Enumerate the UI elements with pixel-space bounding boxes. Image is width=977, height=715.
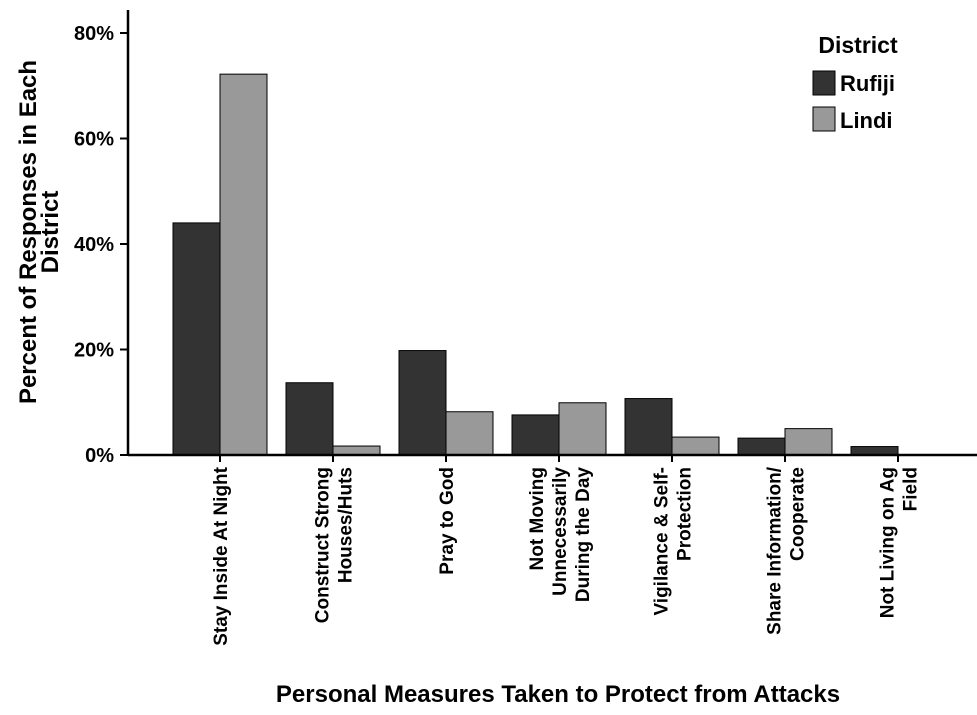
axes: [126, 10, 977, 457]
bars: [172, 73, 899, 456]
legend-label-rufiji: Rufiji: [840, 71, 895, 96]
x-category-label: Stay Inside At Night: [211, 466, 232, 645]
y-tick-label: 60%: [74, 129, 114, 151]
bar-rufiji-1: [285, 382, 334, 456]
x-category-label: Vigilance & Self- Protection: [652, 467, 696, 616]
x-category-label: Pray to God: [437, 467, 458, 575]
y-tick-label: 0%: [85, 445, 114, 467]
y-tick-label: 80%: [74, 23, 114, 45]
bar-lindi-4: [671, 436, 720, 456]
legend: District Rufiji Lindi: [812, 32, 898, 133]
bar-rufiji-6: [850, 446, 899, 456]
bar-rufiji-4: [624, 398, 673, 456]
legend-title: District: [818, 32, 898, 58]
legend-swatch-rufiji: [812, 70, 836, 96]
y-axis-title-text: Percent of Responses in EachDistrict: [15, 60, 64, 404]
y-tick-label: 40%: [74, 234, 114, 256]
x-category-label: Construct Strong Houses/Huts: [313, 467, 357, 623]
bar-lindi-1: [332, 445, 381, 456]
bar-lindi-0: [219, 73, 268, 456]
bar-rufiji-3: [511, 414, 560, 456]
y-axis-title: Percent of Responses in EachDistrict: [15, 60, 64, 404]
bar-lindi-5: [784, 428, 833, 456]
legend-label-lindi: Lindi: [840, 108, 893, 133]
bar-rufiji-2: [398, 350, 447, 456]
x-category-label: Not Moving Unnecessarily During the Day: [527, 467, 594, 603]
x-category-label: Share Information/Cooperate: [765, 466, 809, 635]
bar-rufiji-0: [172, 222, 221, 456]
legend-swatch-lindi: [812, 106, 836, 132]
x-axis-category-labels: Stay Inside At Night Construct Strong Hous…: [211, 455, 922, 646]
bar-rufiji-5: [737, 437, 786, 456]
bar-lindi-3: [558, 402, 607, 456]
y-tick-label: 20%: [74, 340, 114, 362]
x-category-label: Not Living on Ag Field: [878, 467, 922, 618]
x-axis-title: Personal Measures Taken to Protect from …: [276, 681, 840, 708]
bar-lindi-2: [445, 411, 494, 456]
y-axis-ticks: 0% 20% 40% 60% 80%: [74, 23, 128, 467]
